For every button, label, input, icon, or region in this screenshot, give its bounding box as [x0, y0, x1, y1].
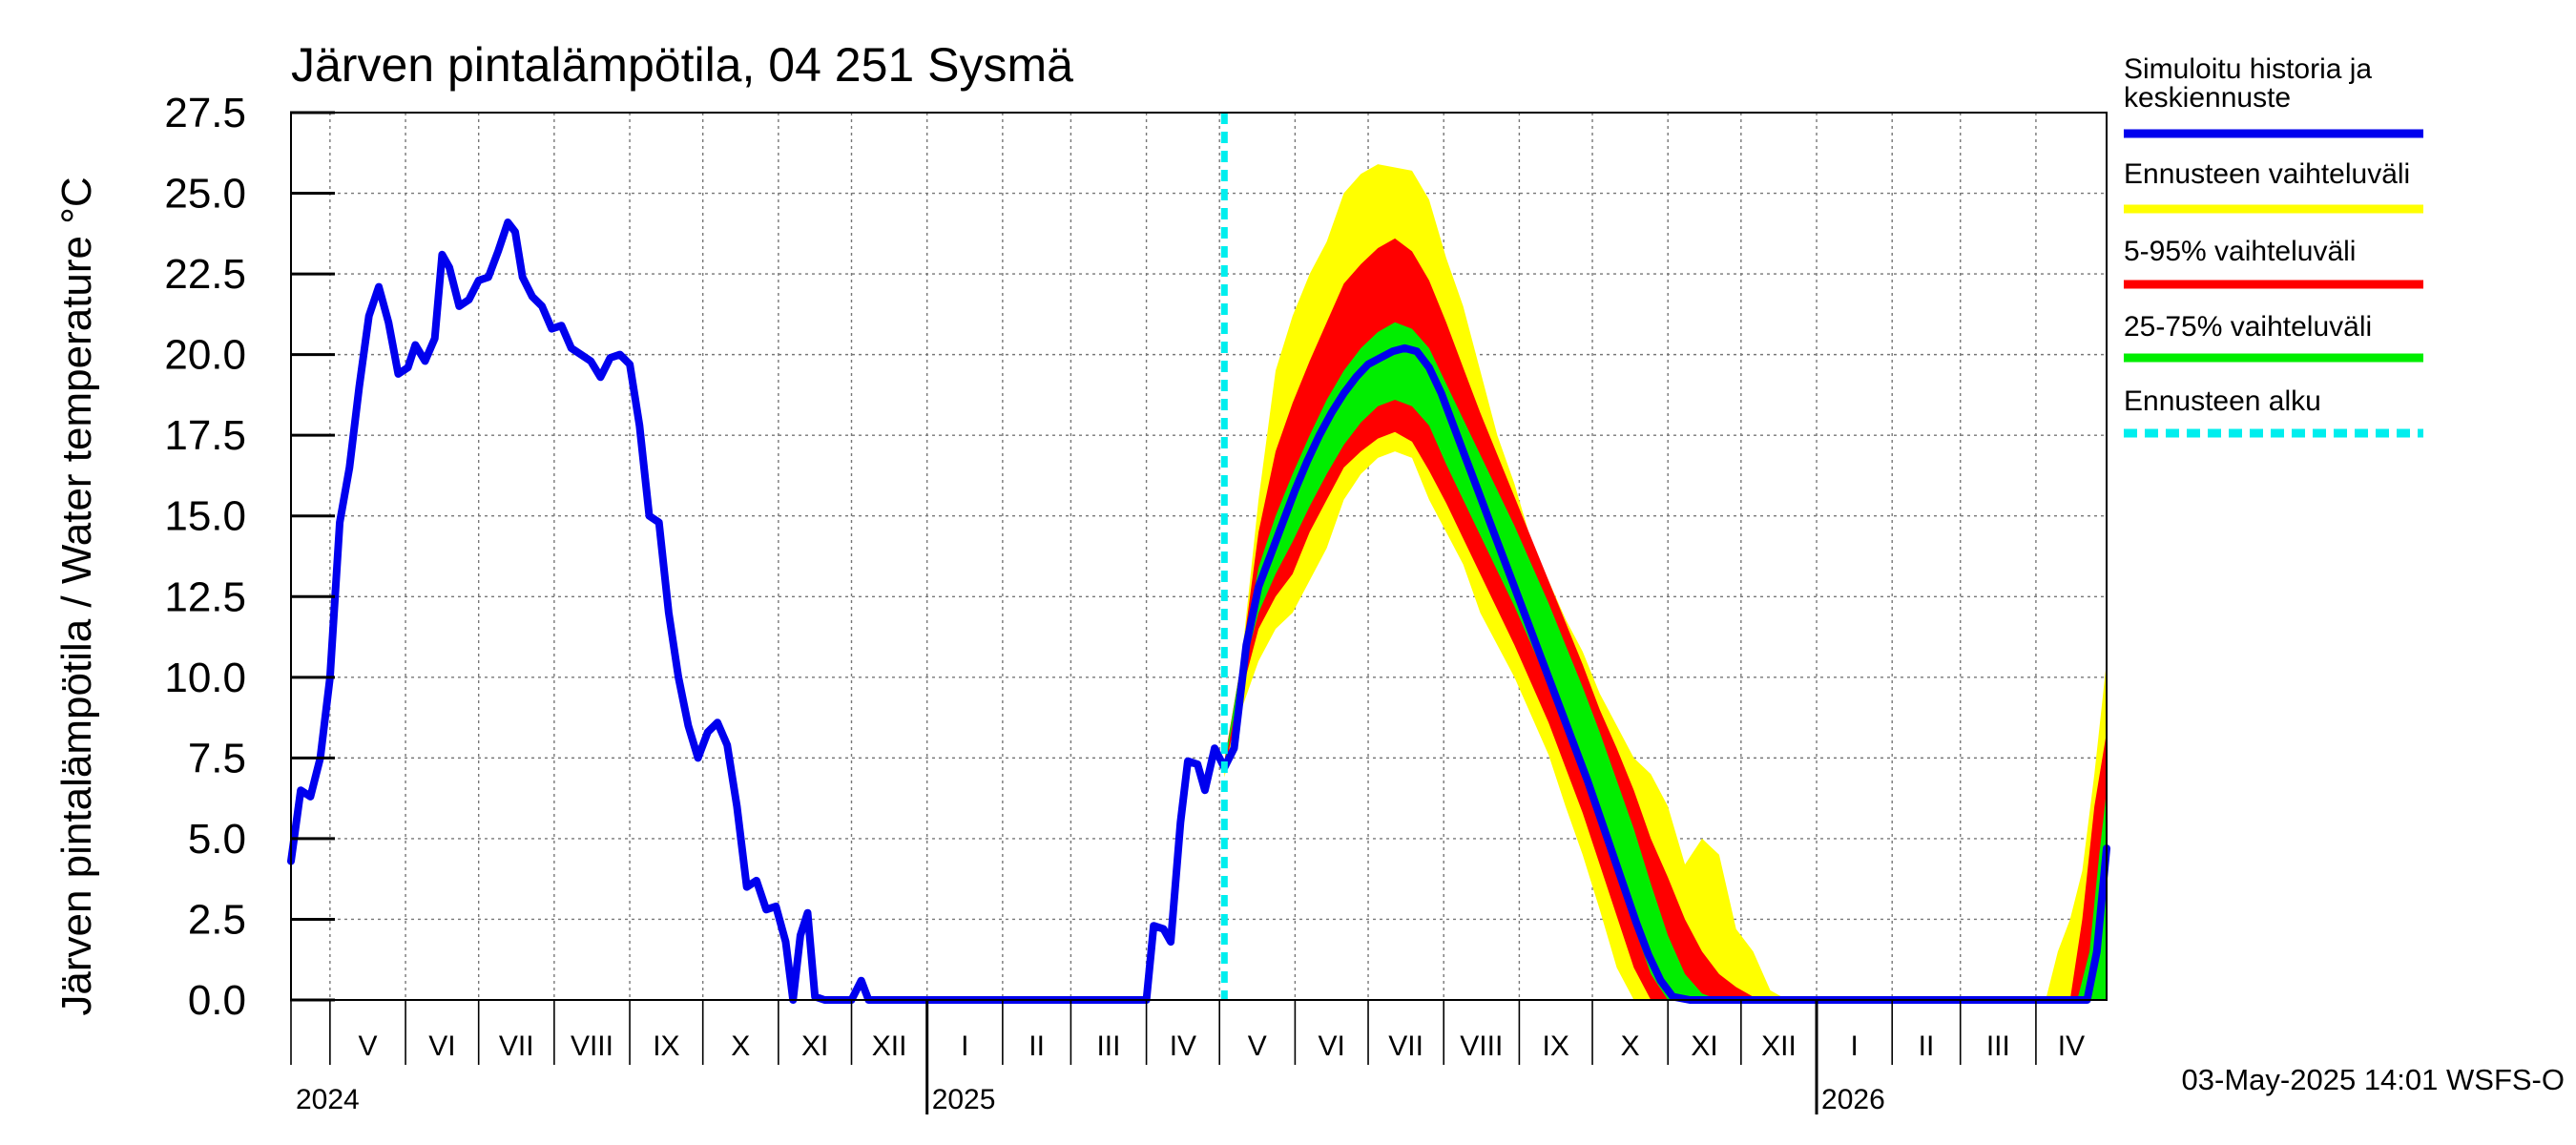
month-label: X: [1621, 1030, 1640, 1062]
month-label: III: [1096, 1030, 1120, 1062]
legend-label: Simuloitu historia ja: [2124, 53, 2372, 85]
month-label: XII: [872, 1030, 907, 1062]
y-tick-label: 7.5: [188, 735, 246, 781]
month-label: X: [731, 1030, 750, 1062]
y-tick-label: 5.0: [188, 816, 246, 863]
month-label: VII: [499, 1030, 534, 1062]
month-label: XI: [801, 1030, 828, 1062]
month-label: VII: [1388, 1030, 1423, 1062]
month-label: VI: [428, 1030, 455, 1062]
x-axis: V VI VII VIII IX X XI XII I II III IV V VI VII VIII IX X X…: [290, 1000, 2085, 1115]
y-tick-label: 2.5: [188, 896, 246, 943]
month-label: IV: [1170, 1030, 1196, 1062]
month-label: II: [1028, 1030, 1045, 1062]
y-tick-label: 27.5: [164, 90, 246, 136]
month-label: IV: [2058, 1030, 2085, 1062]
month-label: I: [961, 1030, 968, 1062]
plot-frame: [290, 112, 2108, 1001]
forecast-bands: [1224, 164, 2107, 1001]
legend-label: keskiennuste: [2124, 82, 2291, 114]
y-tick-label: 22.5: [164, 251, 246, 298]
legend-label: 5-95% vaihteluväli: [2124, 236, 2356, 267]
month-label: I: [1850, 1030, 1858, 1062]
month-label: VIII: [1460, 1030, 1503, 1062]
year-label: 2026: [1821, 1084, 1885, 1115]
y-tick-label: 20.0: [164, 332, 246, 379]
month-label: XI: [1691, 1030, 1717, 1062]
legend-label: 25-75% vaihteluväli: [2124, 311, 2372, 343]
month-label: III: [1986, 1030, 2010, 1062]
month-label: IX: [653, 1030, 679, 1062]
y-tick-label: 12.5: [164, 573, 246, 620]
y-tick-label: 0.0: [188, 977, 246, 1024]
y-tick-label: 25.0: [164, 171, 246, 218]
data-lines: [287, 113, 2110, 1004]
month-label: V: [1248, 1030, 1267, 1062]
y-tick-label: 17.5: [164, 412, 246, 459]
year-label: 2024: [296, 1084, 360, 1115]
month-label: V: [358, 1030, 377, 1062]
month-label: XII: [1761, 1030, 1797, 1062]
y-tick-label: 15.0: [164, 493, 246, 540]
legend-label: Ennusteen vaihteluväli: [2124, 158, 2410, 190]
month-label: VIII: [571, 1030, 613, 1062]
series-line-mean: [287, 219, 2110, 1004]
chart-title: Järven pintalämpötila, 04 251 Sysmä: [291, 38, 1073, 92]
year-label: 2025: [932, 1084, 996, 1115]
y-tick-label: 10.0: [164, 655, 246, 701]
y-axis-label: Järven pintalämpötila / Water temperatur…: [53, 177, 100, 1015]
timestamp-footer: 03-May-2025 14:01 WSFS-O: [2182, 1063, 2565, 1096]
legend-label: Ennusteen alku: [2124, 385, 2321, 417]
month-label: II: [1919, 1030, 1935, 1062]
month-label: IX: [1543, 1030, 1569, 1062]
month-label: VI: [1319, 1030, 1345, 1062]
y-axis: 0.0 2.5 5.0 7.5 10.0 12.5 15.0 17.5 20.0 22.5 25.0…: [164, 90, 335, 1024]
